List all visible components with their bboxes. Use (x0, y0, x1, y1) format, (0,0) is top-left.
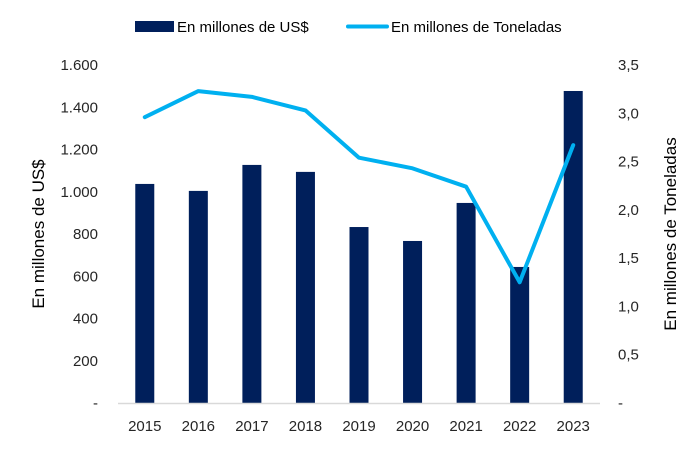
bar-2020 (403, 240, 423, 403)
legend-swatch-us-dollars (135, 21, 174, 32)
bar-series (135, 90, 583, 403)
bar-2023 (563, 90, 583, 403)
y-axis-right: - 0,5 1,0 1,5 2,0 2,5 3,0 3,5 (618, 57, 639, 412)
x-tick-label: 2022 (503, 418, 536, 435)
y-tick-label-left: 600 (73, 268, 98, 285)
y-tick-label-right: - (618, 395, 623, 412)
x-tick-label: 2020 (396, 418, 429, 435)
y-tick-label-right: 1,0 (618, 298, 639, 315)
bar-2017 (242, 164, 262, 403)
y-axis-left: - 200 400 600 800 1.000 1.200 1.400 1.600 (60, 57, 98, 412)
bar-2016 (188, 190, 208, 403)
y-tick-label-left: 400 (73, 311, 98, 328)
y-tick-label-left: 1.400 (60, 99, 98, 116)
x-tick-label: 2018 (289, 418, 322, 435)
line-series (142, 89, 576, 285)
y-tick-label-left: 200 (73, 353, 98, 370)
bar-2022 (510, 266, 530, 403)
y-tick-label-left: 1.600 (60, 57, 98, 74)
y-tick-label-right: 3,5 (618, 57, 639, 74)
legend-label-us-dollars: En millones de US$ (177, 19, 309, 36)
x-tick-label: 2017 (235, 418, 268, 435)
bar-2019 (349, 227, 369, 403)
bar-2018 (295, 171, 315, 403)
y-tick-label-right: 1,5 (618, 250, 639, 267)
y-axis-title-right: En millones de Toneladas (661, 137, 680, 330)
y-tick-label-right: 3,0 (618, 105, 639, 122)
y-tick-label-right: 2,0 (618, 202, 639, 219)
x-axis: 2015 2016 2017 2018 2019 2020 2021 2022 2023 (128, 418, 590, 435)
legend: En millones de US$ En millones de Tonela… (135, 19, 562, 36)
bar-2021 (456, 202, 476, 403)
y-tick-label-right: 2,5 (618, 154, 639, 171)
legend-label-tonnes: En millones de Toneladas (391, 19, 562, 36)
y-axis-title-left: En millones de US$ (29, 159, 48, 309)
x-tick-label: 2021 (449, 418, 482, 435)
y-tick-label-left: 1.200 (60, 142, 98, 159)
x-tick-label: 2019 (342, 418, 375, 435)
y-tick-label-left: 1.000 (60, 184, 98, 201)
x-tick-label: 2015 (128, 418, 161, 435)
y-tick-label-right: 0,5 (618, 347, 639, 364)
bar-2015 (135, 183, 155, 403)
x-tick-label: 2023 (557, 418, 590, 435)
y-tick-label-left: - (93, 395, 98, 412)
y-tick-label-left: 800 (73, 226, 98, 243)
x-tick-label: 2016 (182, 418, 215, 435)
